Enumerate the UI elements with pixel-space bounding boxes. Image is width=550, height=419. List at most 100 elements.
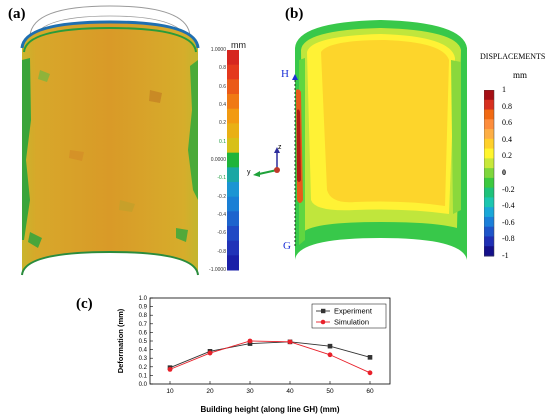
scale-a-swatch: [227, 64, 239, 80]
scale-b-swatch: [484, 216, 494, 228]
scale-a-swatch: [227, 79, 239, 95]
series-line-simulation: [169, 340, 371, 374]
scale-a-tick-label: 0.1: [219, 138, 226, 145]
scale-b-tick-label: 0: [502, 168, 506, 177]
scale-b-swatch: [484, 187, 494, 198]
x-tick-label: 50: [326, 388, 334, 395]
x-tick-label: 40: [286, 388, 294, 395]
scale-b-tick-label: 0.2: [502, 151, 512, 161]
panel-b-simulation-image: [292, 20, 467, 260]
scale-a-swatch: [227, 94, 239, 110]
legend-marker: [320, 319, 326, 325]
scale-b-swatch: [484, 197, 494, 208]
axis-y-label: y: [247, 169, 251, 176]
experiment-point: [327, 343, 333, 349]
x-tick-label: 10: [166, 388, 174, 395]
panel-b-unit-label: mm: [513, 70, 528, 80]
scale-b-tick-label: -0.6: [502, 217, 515, 227]
point-h-label: H: [281, 68, 289, 80]
y-tick-label: 0.3: [139, 356, 148, 362]
scale-b-tick-label: 0.4: [502, 134, 512, 144]
simulation-point: [287, 339, 293, 345]
y-tick-label: 0.1: [139, 373, 148, 379]
scale-a-tick-label: -0.2: [217, 193, 226, 200]
scale-b-tick-label: 0.6: [502, 118, 512, 128]
y-tick-label: 0.2: [139, 365, 148, 371]
scale-a-tick-label: 0.6: [219, 83, 226, 90]
simulation-point: [367, 370, 373, 376]
scale-b-tick-label: -1: [502, 251, 509, 260]
panel-b-label: (b): [285, 6, 304, 22]
y-tick-label: 1.0: [139, 296, 148, 302]
scale-b-swatch: [484, 129, 494, 140]
y-tick-label: 0.6: [139, 330, 148, 336]
panel-a-label: (a): [8, 6, 26, 22]
scale-b-swatch: [484, 148, 494, 159]
simulation-point: [167, 366, 173, 372]
scale-a-tick-label: -0.4: [217, 212, 226, 218]
panel-c-label: (c): [76, 296, 93, 312]
scale-b-tick-label: 0.8: [502, 101, 512, 111]
scale-b-swatch: [484, 236, 494, 247]
legend-marker: [321, 308, 326, 314]
point-g-label: G: [283, 240, 291, 252]
scale-a-swatch: [227, 167, 239, 183]
y-tick-label: 0.4: [139, 348, 148, 354]
y-tick-label: 0.0: [139, 382, 148, 388]
y-tick-label: 0.8: [139, 313, 148, 319]
scale-b-tick-label: -0.2: [502, 184, 515, 194]
scale-a-tick-label: -0.8: [217, 248, 226, 255]
scale-a-swatch: [227, 240, 239, 256]
scale-a-tick-label: 1.0000: [210, 47, 226, 53]
scale-a-swatch: [227, 226, 239, 242]
y-tick-label: 0.5: [139, 339, 148, 345]
panel-a-color-scale: [227, 50, 239, 271]
simulation-point: [327, 352, 333, 358]
scale-a-tick-label: 0.2: [219, 120, 226, 127]
experiment-point: [247, 341, 253, 346]
scale-b-swatch: [484, 226, 494, 237]
x-tick-label: 20: [206, 388, 214, 395]
x-tick-label: 60: [366, 388, 374, 395]
x-axis-label: Building height (along line GH) (mm): [200, 405, 339, 414]
scale-b-swatch: [484, 158, 494, 169]
scale-b-tick-label: -0.8: [502, 234, 515, 244]
scale-b-swatch: [484, 246, 494, 257]
panel-a-scan-image: [20, 5, 200, 276]
legend-label: Simulation: [334, 318, 369, 327]
y-tick-label: 0.9: [139, 305, 148, 311]
scale-b-swatch: [484, 99, 494, 111]
scale-a-swatch: [227, 138, 239, 154]
scale-b-swatch: [484, 119, 494, 130]
y-axis-label: Deformation (mm): [116, 308, 125, 373]
scale-b-swatch: [484, 109, 494, 120]
panel-b-scale-labels: 1 0.8 0.6 0.4 0.2 0 -0.2 -0.4 -0.6 -0.8 -1: [498, 85, 528, 260]
scale-b-swatch: [484, 207, 494, 218]
scale-a-tick-label: -1.0000: [209, 267, 226, 273]
scale-b-swatch: [484, 90, 494, 101]
scale-b-swatch: [484, 177, 494, 189]
scale-a-tick-label: 0.4: [219, 102, 226, 108]
axis-z-label: z: [278, 144, 282, 151]
panel-a-axis-triad: z y: [247, 144, 282, 177]
scale-a-swatch: [227, 182, 239, 198]
panel-a-unit-label: mm: [231, 40, 246, 50]
scale-b-tick-label: -0.4: [502, 201, 515, 211]
scale-a-swatch: [227, 152, 239, 168]
deformation-line-chart: 0.0 0.1 0.2 0.3 0.4 0.5 0.6 0.7 0.8 0.9 1.0 10 20 30 4…: [116, 296, 391, 414]
scale-a-swatch: [227, 255, 239, 271]
legend-label: Experiment: [334, 307, 373, 316]
panel-b-scale-title: DISPLACEMENTS: [480, 52, 546, 61]
scale-a-swatch: [227, 50, 239, 66]
simulation-point: [207, 350, 213, 356]
scale-a-tick-label: -0.6: [217, 230, 226, 237]
scale-a-swatch: [227, 108, 239, 124]
panel-a-scale-labels: 1.0000 0.8 0.6 0.4 0.2 0.1 0.0000 -0.1 -0.2 -0.4 -…: [196, 40, 226, 275]
scale-a-tick-label: 0.8: [219, 65, 226, 72]
scale-a-swatch: [227, 211, 239, 227]
scale-a-swatch: [227, 123, 239, 139]
scale-b-swatch: [484, 138, 494, 150]
scale-a-swatch: [227, 196, 239, 212]
scale-a-tick-label: -0.1: [217, 175, 226, 182]
experiment-point: [367, 355, 373, 360]
